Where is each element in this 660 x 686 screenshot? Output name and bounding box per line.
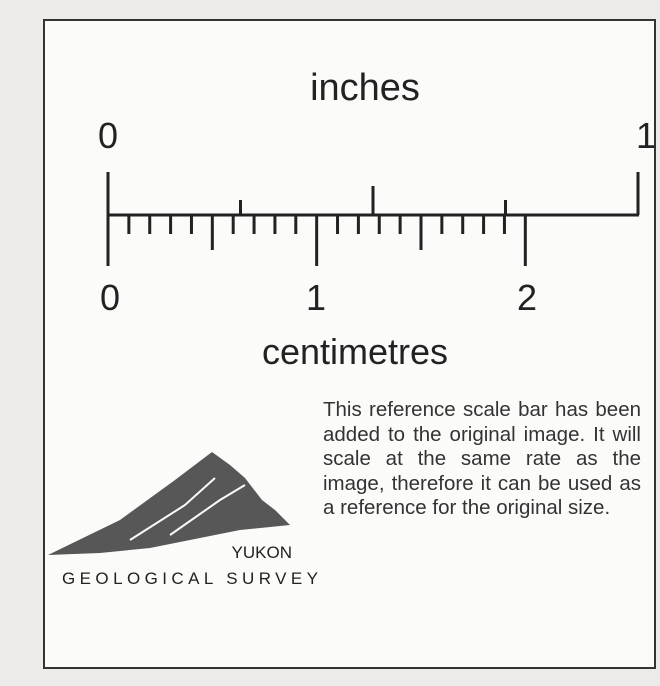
logo-line1: YUKON xyxy=(232,543,292,562)
top-label: 0 xyxy=(98,115,118,156)
bottom-label: 1 xyxy=(306,277,326,318)
ticks xyxy=(106,172,640,266)
bottom-label: 2 xyxy=(517,277,537,318)
logo-ridge xyxy=(169,484,246,536)
bottom-label: 0 xyxy=(100,277,120,318)
note: This reference scale bar has been added … xyxy=(323,398,641,520)
bottom-unit: centimetres xyxy=(262,331,448,372)
logo-line2: GEOLOGICAL SURVEY xyxy=(62,569,318,588)
logo-ridge xyxy=(129,477,216,541)
frame xyxy=(43,19,656,669)
logo-mountains xyxy=(48,452,290,555)
top-label: 1 xyxy=(636,115,656,156)
top-unit: inches xyxy=(310,67,420,109)
